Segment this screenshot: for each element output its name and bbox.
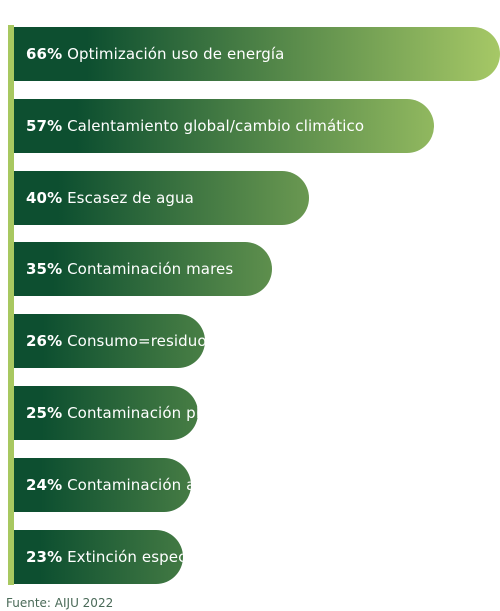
- bar: 25% Contaminación plástico: [14, 386, 199, 440]
- bar-value-label: 24%: [26, 475, 63, 494]
- bar-value-label: 26%: [26, 332, 63, 351]
- bar-value-label: 40%: [26, 188, 63, 207]
- horizontal-bar-chart: 66% Optimización uso de energía 57% Calen…: [8, 25, 500, 585]
- bar: 24% Contaminación aire: [14, 457, 191, 512]
- bar-value-label: 57%: [26, 116, 63, 135]
- axis-line: [8, 25, 14, 585]
- bar-category-label: Optimización uso de energía: [67, 45, 285, 63]
- bar-category-label: Extinción especies: [67, 547, 184, 566]
- source-note: Fuente: AIJU 2022: [6, 596, 114, 610]
- bar: 66% Optimización uso de energía: [14, 27, 500, 81]
- bar-category-label: Contaminación mares: [67, 260, 234, 279]
- bar: 40% Escasez de agua: [14, 170, 309, 225]
- bar: 26% Consumo=residuos: [14, 314, 206, 369]
- bar-category-label: Contaminación aire: [67, 475, 191, 494]
- bar-label: 35% Contaminación mares: [26, 260, 233, 278]
- bar: 35% Contaminación mares: [14, 242, 272, 297]
- bar-category-label: Calentamiento global/cambio climático: [67, 116, 365, 135]
- bar-value-label: 35%: [26, 260, 63, 279]
- bar-label: 24% Contaminación aire: [26, 476, 191, 494]
- bar: 57% Calentamiento global/cambio climátic…: [14, 98, 434, 153]
- bar-category-label: Escasez de agua: [67, 188, 194, 207]
- bar-label: 26% Consumo=residuos: [26, 332, 205, 350]
- bar-value-label: 23%: [26, 547, 63, 566]
- bar-label: 40% Escasez de agua: [26, 189, 194, 207]
- bar-value-label: 66%: [26, 45, 63, 63]
- bar-category-label: Consumo=residuos: [67, 332, 206, 351]
- bar-label: 57% Calentamiento global/cambio climátic…: [26, 117, 364, 135]
- bar-value-label: 25%: [26, 404, 63, 422]
- bar-category-label: Contaminación plástico: [67, 404, 199, 422]
- bar-label: 23% Extinción especies: [26, 548, 183, 566]
- bar-label: 25% Contaminación plástico: [26, 404, 198, 422]
- bar-label: 66% Optimización uso de energía: [26, 45, 284, 63]
- bar: 23% Extinción especies: [14, 529, 184, 584]
